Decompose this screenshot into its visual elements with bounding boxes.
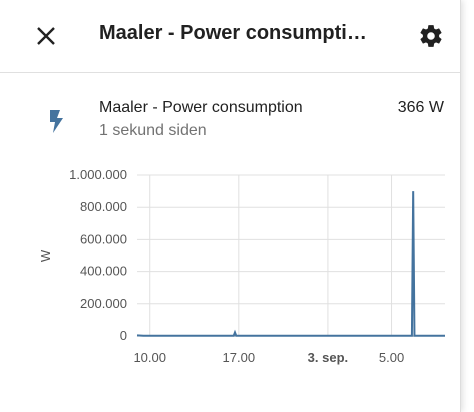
y-tick-label: 200.000 bbox=[80, 296, 127, 311]
last-changed: 1 sekund siden bbox=[99, 122, 207, 139]
y-tick-label: 1.000.000 bbox=[69, 167, 127, 182]
chart: W 0 200.000 400.000 600.000 800.000 1.000.000… bbox=[38, 167, 445, 365]
settings-button[interactable] bbox=[418, 23, 444, 49]
y-tick-label: 600.000 bbox=[80, 231, 127, 246]
x-tick-label: 5.00 bbox=[379, 350, 404, 365]
data-line bbox=[136, 191, 445, 337]
entity-name: Maaler - Power consumption bbox=[99, 99, 303, 116]
y-tick-label: 0 bbox=[120, 328, 127, 343]
y-tick-label: 800.000 bbox=[80, 199, 127, 214]
dialog: Maaler - Power consumpti… Maaler - Power… bbox=[0, 0, 461, 412]
dialog-header: Maaler - Power consumpti… bbox=[0, 0, 460, 73]
x-tick-label: 17.00 bbox=[223, 350, 256, 365]
x-tick-label: 10.00 bbox=[133, 350, 166, 365]
lightning-icon bbox=[50, 110, 63, 133]
close-button[interactable] bbox=[34, 24, 58, 48]
y-axis-label: W bbox=[38, 249, 53, 262]
y-tick-label: 400.000 bbox=[80, 264, 127, 279]
x-tick-label: 3. sep. bbox=[308, 350, 348, 365]
entity-state: 366 W bbox=[397, 99, 444, 116]
dialog-title: Maaler - Power consumpti… bbox=[99, 22, 367, 44]
